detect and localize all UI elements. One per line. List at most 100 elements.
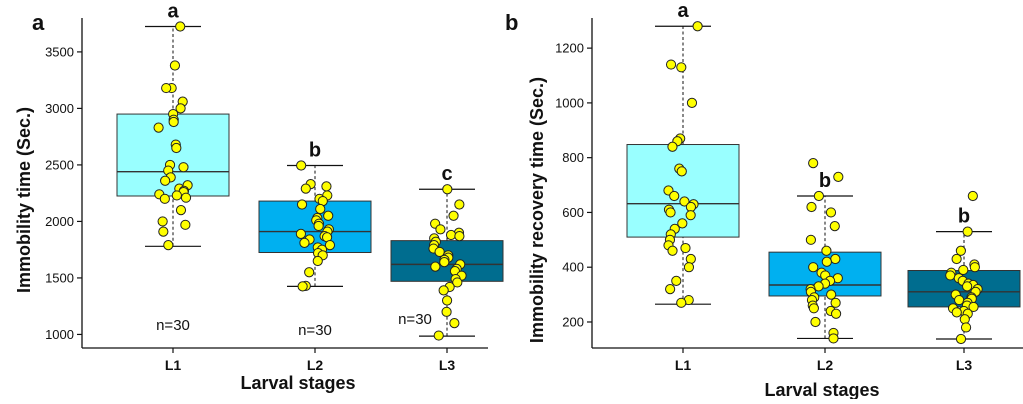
data-point — [153, 122, 164, 133]
data-point — [158, 226, 169, 237]
data-point — [826, 289, 837, 300]
significance-label-L2: b — [309, 139, 321, 161]
data-point — [969, 262, 980, 273]
y-tick-label: 2500 — [45, 157, 74, 172]
x-tick-label-L3: L3 — [439, 357, 456, 373]
data-point — [669, 190, 680, 202]
data-point — [175, 205, 187, 216]
data-point — [454, 199, 465, 210]
data-point — [665, 207, 676, 218]
data-point — [676, 62, 687, 73]
box-L1 — [116, 113, 230, 197]
data-point — [430, 261, 441, 272]
data-point — [168, 116, 179, 128]
data-point — [821, 256, 832, 267]
data-point — [178, 162, 189, 173]
data-point — [299, 237, 310, 248]
data-point — [830, 297, 841, 308]
data-point — [313, 220, 324, 232]
x-axis-title: Larval stages — [764, 380, 879, 399]
data-point — [321, 181, 332, 192]
y-tick-label: 1200 — [555, 41, 584, 56]
data-point — [441, 306, 452, 317]
data-point — [323, 210, 334, 221]
data-point — [180, 192, 192, 203]
data-point — [441, 295, 453, 306]
data-point — [960, 322, 972, 333]
data-point — [805, 234, 816, 245]
data-point — [297, 281, 308, 292]
y-tick-label: 800 — [562, 150, 584, 165]
data-point — [175, 103, 186, 114]
panel-b: b 200 400 600 800 1000 1200 Immobility recovery… — [505, 0, 1023, 400]
data-point — [808, 262, 819, 273]
data-point — [439, 257, 450, 268]
x-tick-label-L3: L3 — [956, 357, 973, 373]
data-point — [160, 175, 171, 186]
x-axis-title: Larval stages — [240, 373, 355, 393]
data-point — [692, 21, 703, 32]
data-point — [161, 82, 172, 94]
significance-label-L1: a — [677, 0, 689, 22]
significance-label-L1: a — [167, 0, 179, 22]
data-point — [434, 246, 445, 258]
data-point — [445, 229, 457, 241]
y-axis-title: Immobility recovery time (Sec.) — [527, 77, 547, 343]
data-point — [433, 330, 444, 341]
data-point — [676, 166, 687, 177]
data-point — [295, 228, 307, 239]
y-tick-label: 2000 — [45, 214, 74, 229]
n-label-L2: n=30 — [298, 322, 332, 339]
data-point — [967, 190, 978, 202]
data-point — [830, 308, 842, 319]
y-tick-label: 600 — [562, 205, 584, 220]
data-point — [955, 245, 966, 256]
data-point — [808, 303, 819, 314]
data-point — [945, 270, 956, 281]
x-tick-label-L2: L2 — [307, 357, 324, 373]
data-point — [163, 240, 174, 251]
data-point — [676, 297, 687, 308]
y-tick-label: 1500 — [45, 270, 74, 285]
data-point — [958, 264, 969, 276]
data-point — [962, 281, 973, 292]
y-tick-label: 3500 — [45, 44, 74, 59]
data-point — [324, 240, 336, 251]
data-point — [448, 210, 459, 221]
data-point — [951, 307, 962, 318]
data-point — [808, 158, 819, 169]
panel-letter-a: a — [32, 10, 45, 35]
data-point — [830, 253, 841, 265]
data-point — [685, 210, 696, 221]
data-point — [169, 60, 181, 71]
data-point — [677, 218, 688, 229]
data-point — [813, 190, 824, 202]
data-point — [825, 207, 837, 218]
n-label-L1: n=30 — [156, 317, 190, 334]
panel-letter-b: b — [505, 10, 518, 35]
data-point — [665, 284, 676, 295]
data-point — [157, 216, 168, 227]
data-point — [954, 294, 965, 306]
x-tick-label-L2: L2 — [817, 357, 834, 373]
data-point — [438, 285, 449, 296]
data-point — [680, 242, 691, 254]
panel-a: a 1000 1500 2000 2500 3000 3500 Immobility time… — [14, 0, 504, 393]
data-point — [955, 333, 967, 345]
data-point — [679, 196, 690, 207]
data-point — [449, 318, 460, 329]
y-axis-title: Immobility time (Sec.) — [14, 107, 34, 293]
x-tick-label-L1: L1 — [675, 357, 692, 373]
data-point — [435, 224, 446, 235]
data-point — [442, 184, 453, 195]
data-point — [829, 221, 840, 232]
data-point — [175, 21, 186, 32]
data-point — [304, 267, 315, 278]
y-tick-label: 3000 — [45, 101, 74, 116]
data-point — [828, 333, 839, 344]
significance-label-L3: c — [441, 163, 452, 185]
y-tick-label: 1000 — [555, 95, 584, 110]
data-point — [315, 203, 326, 215]
